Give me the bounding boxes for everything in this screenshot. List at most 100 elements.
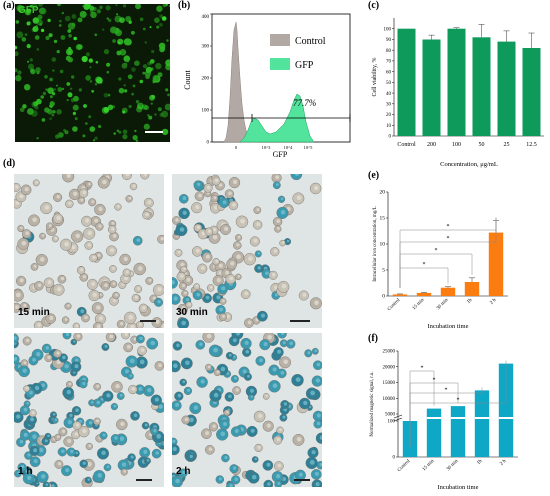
gfp-cell bbox=[142, 71, 145, 75]
x-tick-label: 1h bbox=[476, 459, 483, 466]
gfp-cell bbox=[147, 61, 152, 66]
cell-highlight bbox=[232, 203, 236, 207]
bar bbox=[497, 41, 516, 136]
cell-highlight bbox=[96, 384, 100, 388]
cell-highlight bbox=[64, 364, 69, 369]
gfp-cell bbox=[26, 44, 31, 49]
cell-highlight bbox=[183, 267, 186, 271]
cell-highlight bbox=[307, 351, 311, 355]
x-tick-label: 0 bbox=[235, 145, 238, 150]
bar bbox=[472, 37, 491, 136]
gfp-cell bbox=[128, 104, 132, 109]
legend-control-swatch bbox=[270, 34, 290, 46]
cell-highlight bbox=[87, 230, 93, 236]
cell-highlight bbox=[250, 428, 255, 433]
cell-highlight bbox=[47, 280, 52, 285]
cell-highlight bbox=[309, 460, 315, 465]
cell-highlight bbox=[132, 184, 136, 188]
cell-highlight bbox=[228, 191, 232, 196]
cell-highlight bbox=[40, 257, 45, 262]
gfp-cell bbox=[28, 21, 31, 24]
cell-highlight bbox=[148, 278, 152, 282]
panel-d-label: (d) bbox=[3, 158, 16, 169]
cell-highlight bbox=[31, 411, 35, 415]
x-axis-label: Concentration, μg/mL bbox=[440, 161, 498, 168]
cell-highlight bbox=[139, 336, 143, 341]
cell-highlight bbox=[24, 187, 29, 192]
x-tick-label: Control bbox=[397, 142, 416, 148]
cell-highlight bbox=[25, 386, 29, 390]
gfp-cell bbox=[96, 9, 102, 14]
significance-mark: * bbox=[433, 378, 436, 384]
significance-mark: * bbox=[457, 398, 460, 404]
cell-highlight bbox=[216, 370, 220, 374]
cell-highlight bbox=[113, 404, 117, 408]
cell-highlight bbox=[102, 179, 107, 185]
cell-highlight bbox=[80, 309, 85, 314]
cell-highlight bbox=[218, 183, 223, 187]
cell-highlight bbox=[175, 218, 179, 222]
cell-highlight bbox=[32, 358, 36, 362]
cell-highlight bbox=[41, 383, 45, 388]
cell-highlight bbox=[267, 482, 271, 486]
cell-highlight bbox=[66, 389, 71, 395]
gfp-cell bbox=[122, 110, 126, 114]
gfp-cell bbox=[165, 59, 170, 67]
x-tick-label: 10^4 bbox=[284, 145, 294, 150]
cell-highlight bbox=[249, 388, 255, 393]
x-axis-label: Incubation time bbox=[428, 323, 469, 330]
cell-highlight bbox=[33, 448, 38, 453]
gfp-cell bbox=[162, 4, 167, 8]
scale-bar bbox=[136, 479, 152, 481]
y-tick-label: 10 bbox=[380, 242, 386, 248]
cell-highlight bbox=[234, 429, 239, 433]
cell-highlight bbox=[143, 172, 148, 176]
cell-highlight bbox=[112, 298, 117, 303]
gfp-cell bbox=[166, 39, 169, 42]
axis-break bbox=[393, 414, 403, 422]
cell-highlight bbox=[27, 453, 31, 457]
y-tick-label: 15000 bbox=[383, 381, 396, 386]
gfp-cell bbox=[103, 107, 110, 113]
x-tick-label: 15 min bbox=[422, 459, 436, 473]
gfp-cell bbox=[147, 114, 150, 117]
y-tick-label: 0 bbox=[389, 135, 392, 140]
x-tick-label: 1h bbox=[466, 298, 473, 305]
gfp-cell bbox=[67, 22, 76, 30]
cell-highlight bbox=[96, 419, 100, 423]
gfp-cell bbox=[102, 28, 105, 31]
cell-highlight bbox=[64, 241, 69, 247]
cell-highlight bbox=[295, 377, 301, 382]
gfp-cell bbox=[142, 27, 146, 31]
gfp-cell bbox=[60, 35, 66, 40]
cell-highlight bbox=[158, 363, 162, 368]
gfp-cell bbox=[17, 5, 25, 13]
cell-highlight bbox=[296, 195, 302, 201]
gfp-cell bbox=[157, 72, 163, 78]
cell-highlight bbox=[74, 432, 78, 436]
bar bbox=[440, 287, 456, 296]
gfp-cell bbox=[15, 45, 18, 50]
cell-highlight bbox=[153, 429, 157, 433]
cell-highlight bbox=[111, 227, 115, 231]
cell-highlight bbox=[45, 483, 49, 486]
cell-highlight bbox=[310, 390, 315, 396]
gfp-cell bbox=[134, 60, 140, 66]
cell-highlight bbox=[223, 422, 228, 426]
cell-highlight bbox=[88, 421, 93, 425]
cell-highlight bbox=[296, 437, 302, 442]
panel-e-chart: 0 5 10 15 20 Control 15 min 30 min 1h 2 h Incubati… bbox=[366, 180, 548, 330]
gfp-cell bbox=[150, 102, 153, 105]
cell-highlight bbox=[237, 275, 241, 278]
y-tick-label: 20000 bbox=[383, 365, 396, 370]
cell-highlight bbox=[97, 473, 103, 478]
cell-highlight bbox=[302, 293, 307, 297]
bar-break bbox=[498, 417, 514, 419]
gfp-cell bbox=[57, 87, 63, 92]
y-tick-label: 90 bbox=[386, 38, 392, 43]
cell-highlight bbox=[222, 314, 225, 318]
cell-highlight bbox=[19, 278, 24, 283]
cell-highlight bbox=[276, 219, 280, 223]
y-tick-label: 100 bbox=[202, 109, 210, 114]
gfp-histogram bbox=[239, 93, 315, 143]
